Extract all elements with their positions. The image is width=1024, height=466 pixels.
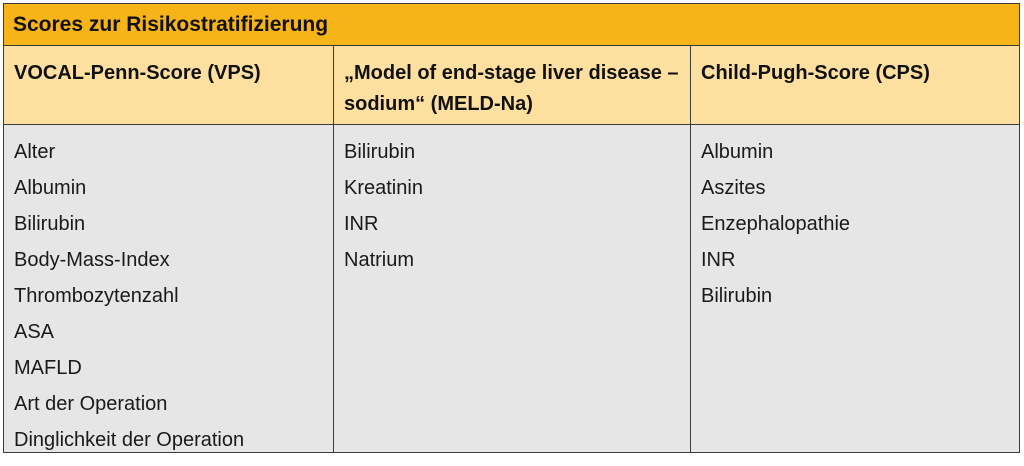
column-vocal-penn-items: Alter Albumin Bilirubin Body-Mass-Index … xyxy=(4,125,334,452)
header-meld-na: „Model of end-stage liver disease – sodi… xyxy=(334,46,691,124)
list-item: Bilirubin xyxy=(701,285,773,307)
list-item: INR xyxy=(701,249,736,271)
list-item: Enzephalopathie xyxy=(701,213,851,235)
header-vocal-penn-score: VOCAL-Penn-Score (VPS) xyxy=(4,46,334,124)
list-item: Bilirubin xyxy=(14,213,86,235)
column-meld-na-items: Bilirubin Kreatinin INR Natrium xyxy=(334,125,691,452)
list-item: Body-Mass-Index xyxy=(14,249,170,271)
list-item: MAFLD xyxy=(14,357,82,379)
header-child-pugh-score: Child-Pugh-Score (CPS) xyxy=(701,62,930,84)
table-body-row: Alter Albumin Bilirubin Body-Mass-Index … xyxy=(4,125,1019,452)
table-title: Scores zur Risikostratifizierung xyxy=(4,4,1019,46)
list-item: Albumin xyxy=(14,177,87,199)
list-item: Art der Operation xyxy=(14,393,168,415)
list-item: ASA xyxy=(14,321,55,343)
list-item: Dinglichkeit der Operation xyxy=(14,429,245,451)
score-table: Scores zur Risikostratifizierung VOCAL-P… xyxy=(3,3,1020,453)
list-item: Thrombozytenzahl xyxy=(14,285,179,307)
list-item: Alter xyxy=(14,141,56,163)
list-item: INR xyxy=(344,213,379,235)
list-item: Bilirubin xyxy=(344,141,416,163)
list-item: Albumin xyxy=(701,141,774,163)
list-item: Aszites xyxy=(701,177,766,199)
list-item: Natrium xyxy=(344,249,415,271)
table-header-row: VOCAL-Penn-Score (VPS) „Model of end-sta… xyxy=(4,46,1019,125)
column-child-pugh-items: Albumin Aszites Enzephalopathie INR Bili… xyxy=(691,125,1019,452)
list-item: Kreatinin xyxy=(344,177,423,199)
